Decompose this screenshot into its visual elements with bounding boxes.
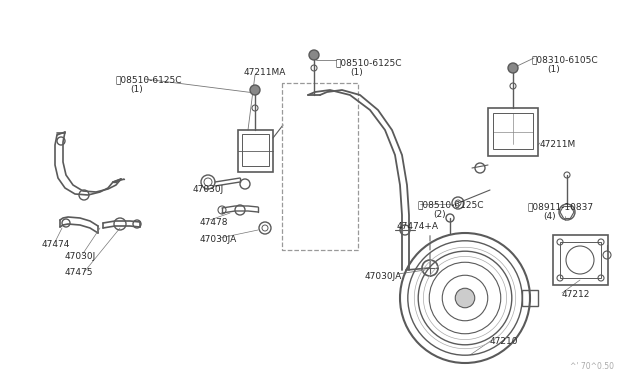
Text: Ⓢ08510-6125C: Ⓢ08510-6125C xyxy=(418,200,484,209)
Text: (4): (4) xyxy=(543,212,556,221)
Text: ^' 70^0.50: ^' 70^0.50 xyxy=(570,362,614,371)
Circle shape xyxy=(508,63,518,73)
Text: 47474+A: 47474+A xyxy=(397,222,439,231)
Text: 47212: 47212 xyxy=(562,290,590,299)
Bar xyxy=(488,108,538,156)
Bar xyxy=(522,290,538,306)
Text: (2): (2) xyxy=(433,210,445,219)
Text: 47030J: 47030J xyxy=(65,252,96,261)
Bar xyxy=(553,235,608,285)
Text: 47030JA: 47030JA xyxy=(365,272,403,281)
Text: 47475: 47475 xyxy=(65,268,93,277)
Text: 47211M: 47211M xyxy=(540,140,576,149)
Bar xyxy=(238,130,273,172)
Text: Ⓢ08510-6125C: Ⓢ08510-6125C xyxy=(115,75,182,84)
Text: Ⓢ08510-6125C: Ⓢ08510-6125C xyxy=(335,58,401,67)
Circle shape xyxy=(309,50,319,60)
Text: 47478: 47478 xyxy=(200,218,228,227)
Bar xyxy=(493,113,533,149)
Text: Ⓝ08911-10837: Ⓝ08911-10837 xyxy=(528,202,594,211)
Text: (1): (1) xyxy=(547,65,560,74)
Bar xyxy=(242,134,269,166)
Text: 47030JA: 47030JA xyxy=(200,235,237,244)
Text: 47211MA: 47211MA xyxy=(244,68,286,77)
Text: 47210: 47210 xyxy=(490,337,518,346)
Text: 47474: 47474 xyxy=(42,240,70,249)
Bar xyxy=(560,242,601,278)
Circle shape xyxy=(455,288,475,308)
Text: 47030J: 47030J xyxy=(193,185,224,194)
Text: (1): (1) xyxy=(350,68,363,77)
Text: Ⓝ08310-6105C: Ⓝ08310-6105C xyxy=(532,55,598,64)
Text: (1): (1) xyxy=(130,85,143,94)
Circle shape xyxy=(250,85,260,95)
